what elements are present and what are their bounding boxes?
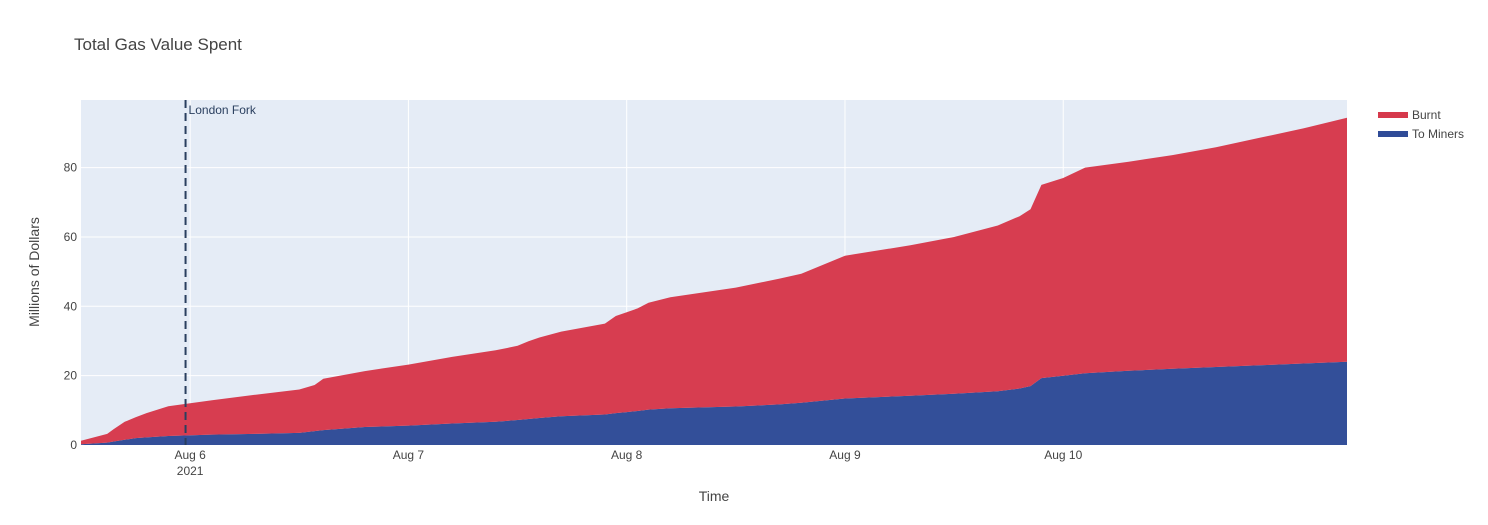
x-tick-label-4: Aug 10	[1044, 448, 1082, 462]
y-ticks: 0 20 40 60 80	[64, 161, 78, 452]
x-tick-label-3: Aug 9	[829, 448, 861, 462]
annotation: London Fork	[184, 100, 257, 445]
london-fork-label: London Fork	[189, 103, 257, 117]
y-tick-label-1: 20	[64, 369, 78, 383]
x-tick-label-2: Aug 8	[611, 448, 643, 462]
y-tick-label-2: 40	[64, 299, 78, 313]
y-tick-label-3: 60	[64, 230, 78, 244]
y-tick-label-0: 0	[70, 438, 77, 452]
y-tick-label-4: 80	[64, 161, 78, 175]
legend: Burnt To Miners	[1378, 108, 1464, 141]
legend-swatch-to-miners	[1378, 131, 1408, 137]
x-tick-label-1: Aug 7	[393, 448, 425, 462]
x-tick-year-label: 2021	[177, 464, 204, 478]
chart-title: Total Gas Value Spent	[74, 35, 242, 54]
legend-label-to-miners: To Miners	[1412, 127, 1464, 141]
legend-label-burnt: Burnt	[1412, 108, 1441, 122]
y-axis-title: Millions of Dollars	[26, 217, 42, 327]
x-ticks: Aug 6 2021 Aug 7 Aug 8 Aug 9 Aug 10	[174, 448, 1082, 478]
areas	[81, 117, 1347, 445]
legend-swatch-burnt	[1378, 112, 1408, 118]
x-axis-title: Time	[699, 488, 730, 504]
area-to-miners	[81, 361, 1347, 445]
x-tick-label-0: Aug 6	[174, 448, 206, 462]
area-burnt	[81, 117, 1347, 445]
